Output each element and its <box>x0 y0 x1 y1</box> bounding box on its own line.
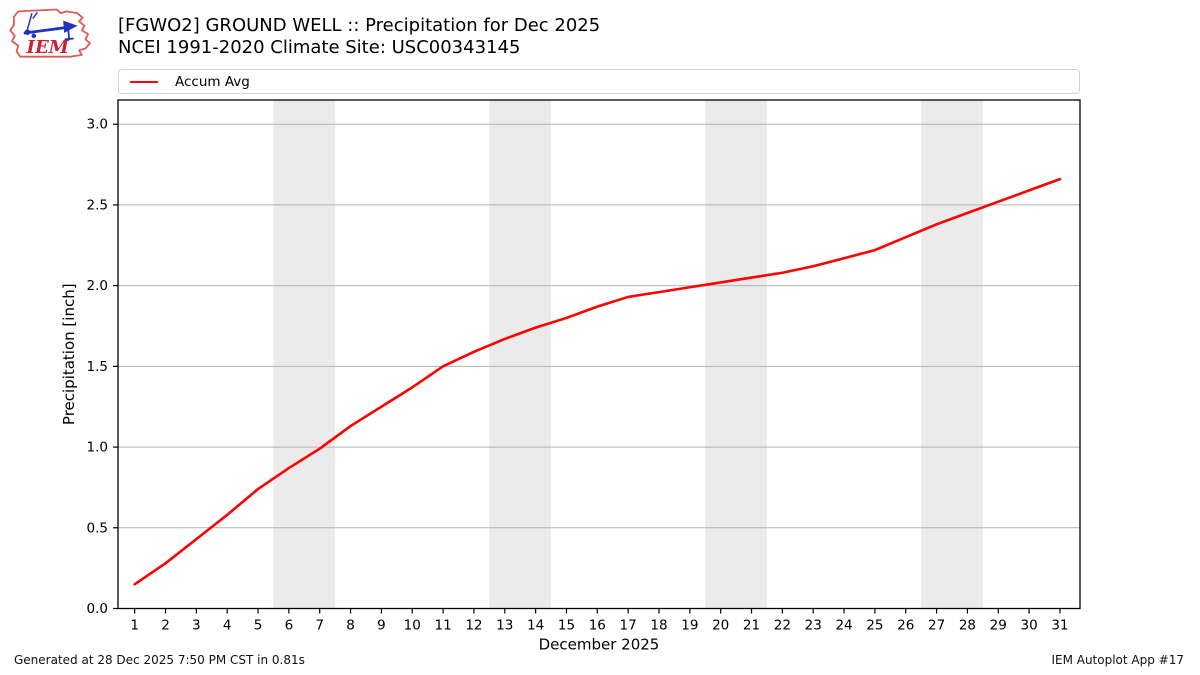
x-tick-label: 28 <box>959 618 976 634</box>
x-tick-label: 9 <box>377 618 386 634</box>
plot-frame <box>117 99 1081 610</box>
x-tick-label: 6 <box>285 618 294 634</box>
x-tick-label: 26 <box>897 618 914 634</box>
y-tick-label: 1.0 <box>87 440 108 456</box>
x-tick-label: 17 <box>620 618 637 634</box>
app-attribution: IEM Autoplot App #17 <box>1051 653 1184 667</box>
y-tick-label: 1.5 <box>87 359 108 375</box>
x-tick-label: 25 <box>866 618 883 634</box>
x-tick-label: 24 <box>835 618 852 634</box>
y-tick-label: 0.5 <box>87 520 108 536</box>
x-tick-label: 4 <box>223 618 232 634</box>
y-tick-label: 3.0 <box>87 117 108 133</box>
x-tick-label: 12 <box>465 618 482 634</box>
y-tick-label: 2.5 <box>87 197 108 213</box>
iem-logo-text: IEM <box>26 37 70 58</box>
x-tick-label: 5 <box>254 618 263 634</box>
x-tick-label: 20 <box>712 618 729 634</box>
x-tick-label: 23 <box>805 618 822 634</box>
accum-avg-line <box>133 177 1062 586</box>
x-tick-label: 22 <box>774 618 791 634</box>
iem-logo: IEM <box>9 8 91 58</box>
x-tick-label: 2 <box>161 618 170 634</box>
x-tick-label: 13 <box>496 618 513 634</box>
x-tick-label: 16 <box>589 618 606 634</box>
chart-title: [FGWO2] GROUND WELL :: Precipitation for… <box>118 15 600 59</box>
x-tick-label: 27 <box>928 618 945 634</box>
x-tick-label: 19 <box>681 618 698 634</box>
x-tick-label: 3 <box>192 618 201 634</box>
legend-label: Accum Avg <box>175 73 250 90</box>
x-tick-label: 30 <box>1021 618 1038 634</box>
legend: Accum Avg <box>118 69 1080 94</box>
legend-line-sample <box>130 80 158 83</box>
x-tick-label: 11 <box>434 618 451 634</box>
y-axis-label: Precipitation [inch] <box>60 283 78 425</box>
weekend-band <box>273 100 336 609</box>
x-tick-label: 29 <box>990 618 1007 634</box>
x-tick-label: 31 <box>1051 618 1068 634</box>
weekend-band <box>705 100 767 609</box>
x-tick-label: 7 <box>315 618 324 634</box>
generated-timestamp: Generated at 28 Dec 2025 7:50 PM CST in … <box>14 653 305 667</box>
chart-title-line2: NCEI 1991-2020 Climate Site: USC00343145 <box>118 37 521 58</box>
weather-vane-icon <box>23 11 78 41</box>
x-axis-label: December 2025 <box>539 636 660 654</box>
x-tick-label: 21 <box>743 618 760 634</box>
x-tick-label: 1 <box>130 618 139 634</box>
y-tick-label: 0.0 <box>87 601 108 617</box>
y-tick-label: 2.0 <box>87 278 108 294</box>
x-tick-label: 8 <box>346 618 355 634</box>
x-tick-label: 18 <box>650 618 667 634</box>
x-tick-label: 10 <box>404 618 421 634</box>
weekend-band <box>489 100 552 609</box>
x-tick-label: 14 <box>527 618 544 634</box>
chart-title-line1: [FGWO2] GROUND WELL :: Precipitation for… <box>118 15 601 36</box>
weekend-band <box>921 100 983 609</box>
x-tick-label: 15 <box>558 618 575 634</box>
